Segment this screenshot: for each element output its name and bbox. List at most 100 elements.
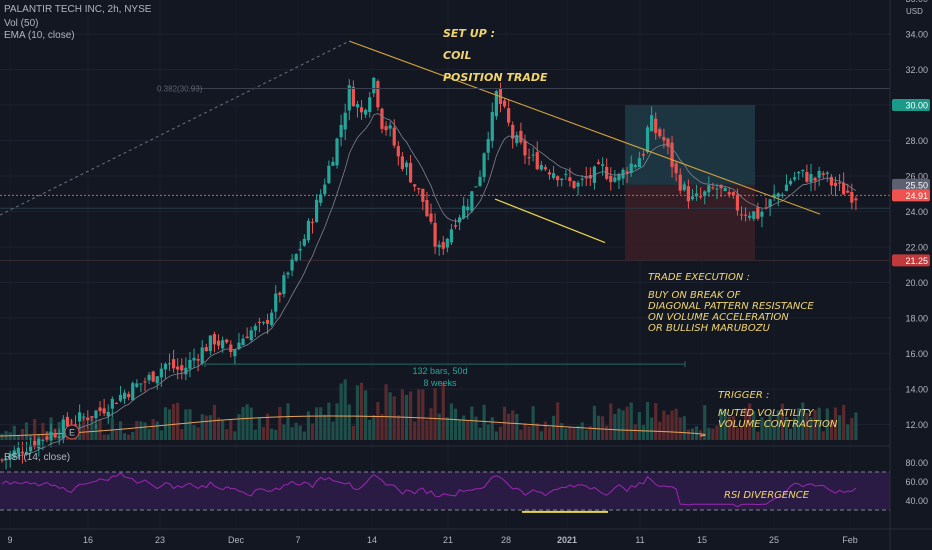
volume-bar [784, 417, 789, 440]
volume-bar [106, 434, 110, 440]
candle-body [351, 86, 355, 107]
candle-body [482, 153, 486, 178]
volume-bar [41, 422, 45, 440]
volume-bar [699, 430, 703, 440]
volume-bar [629, 402, 633, 440]
support-line [494, 198, 606, 244]
candle-body [400, 156, 404, 169]
candle-body [102, 408, 106, 414]
volume-bar [833, 407, 838, 440]
volume-bar [519, 429, 523, 440]
volume-bar [486, 424, 490, 440]
candle-body [86, 417, 90, 421]
time-tick-label: 9 [7, 535, 12, 545]
candle-body [384, 126, 388, 131]
volume-bar [176, 402, 180, 440]
volume-bar [625, 406, 629, 440]
candle-body [466, 206, 470, 211]
volume-bar [372, 415, 376, 440]
volume-bar [780, 403, 784, 440]
price-tick-label: 20.00 [905, 278, 928, 288]
volume-bar [674, 408, 678, 440]
candle-body [645, 127, 650, 153]
candle-body [666, 138, 670, 147]
volume-bar [319, 407, 323, 440]
volume-bar [817, 407, 821, 440]
volume-bar [135, 421, 139, 440]
volume-bar [413, 421, 417, 440]
volume-bar [617, 408, 621, 440]
candle-body [159, 368, 163, 378]
volume-bar [343, 379, 347, 440]
candle-body [788, 180, 793, 185]
candle-body [584, 176, 588, 179]
fib-level-label: 0.382(30.93) [157, 84, 203, 93]
candle-body [180, 365, 184, 371]
candle-body [617, 174, 621, 181]
volume-bar [462, 415, 466, 440]
candle-body [310, 222, 315, 224]
volume-bar [90, 417, 94, 440]
candle-body [576, 182, 580, 187]
rsi-legend: RSI (14, close) [4, 452, 71, 463]
candle-body [711, 187, 715, 189]
volume-bar [556, 402, 560, 440]
candle-body [462, 205, 466, 219]
candle-body [433, 222, 437, 247]
ema-legend: EMA (10, close) [4, 30, 75, 41]
volume-bar [547, 427, 552, 440]
volume-bar [302, 431, 306, 440]
trigger-title: TRIGGER : [718, 390, 770, 401]
rsi-line [1, 472, 857, 508]
candle-body [29, 445, 33, 452]
volume-bar [253, 429, 257, 440]
volume-bar [654, 403, 658, 440]
volume-bar [392, 396, 396, 440]
candle-body [662, 137, 666, 141]
candle-body [784, 184, 789, 192]
volume-bar [756, 431, 760, 440]
candle-body [122, 392, 127, 399]
entry-price-label: 25.50 [905, 180, 928, 190]
volume-bar [645, 401, 650, 440]
candle-body [212, 334, 217, 345]
candle-body [404, 162, 409, 168]
candle-body [707, 185, 711, 193]
candle-body [41, 439, 45, 441]
candle-body [396, 146, 400, 157]
diagonal-resistance-line [349, 40, 821, 215]
candle-body [147, 374, 151, 381]
earnings-marker [64, 424, 80, 440]
volume-bar [458, 419, 462, 440]
volume-bar [408, 391, 413, 440]
volume-bar [793, 417, 797, 440]
candle-body [241, 338, 245, 346]
volume-bar [498, 426, 503, 440]
candle-body [833, 182, 838, 187]
candle-body [837, 182, 842, 184]
volume-bar [551, 415, 556, 440]
volume-bar [200, 414, 204, 440]
candle-body [364, 109, 368, 115]
volume-bar [417, 389, 421, 440]
time-tick-label: 15 [697, 535, 707, 545]
volume-bar [605, 425, 609, 440]
candle-body [535, 152, 539, 170]
vol-legend: Vol (50) [4, 18, 39, 29]
candle-body [613, 177, 617, 182]
candle-body [658, 129, 662, 137]
volume-bar [355, 385, 360, 440]
volume-bar [327, 402, 331, 440]
candle-body [805, 171, 809, 182]
volume-bar [131, 431, 135, 440]
volume-bar [257, 417, 261, 440]
volume-bar [278, 406, 282, 440]
candle-body [98, 407, 102, 411]
volume-bar [805, 413, 809, 440]
candle-body [388, 125, 392, 129]
candle-body [449, 229, 454, 243]
price-tick-label: 28.00 [905, 136, 928, 146]
volume-bar [335, 403, 339, 440]
candle-body [94, 410, 98, 419]
candle-body [204, 347, 208, 352]
